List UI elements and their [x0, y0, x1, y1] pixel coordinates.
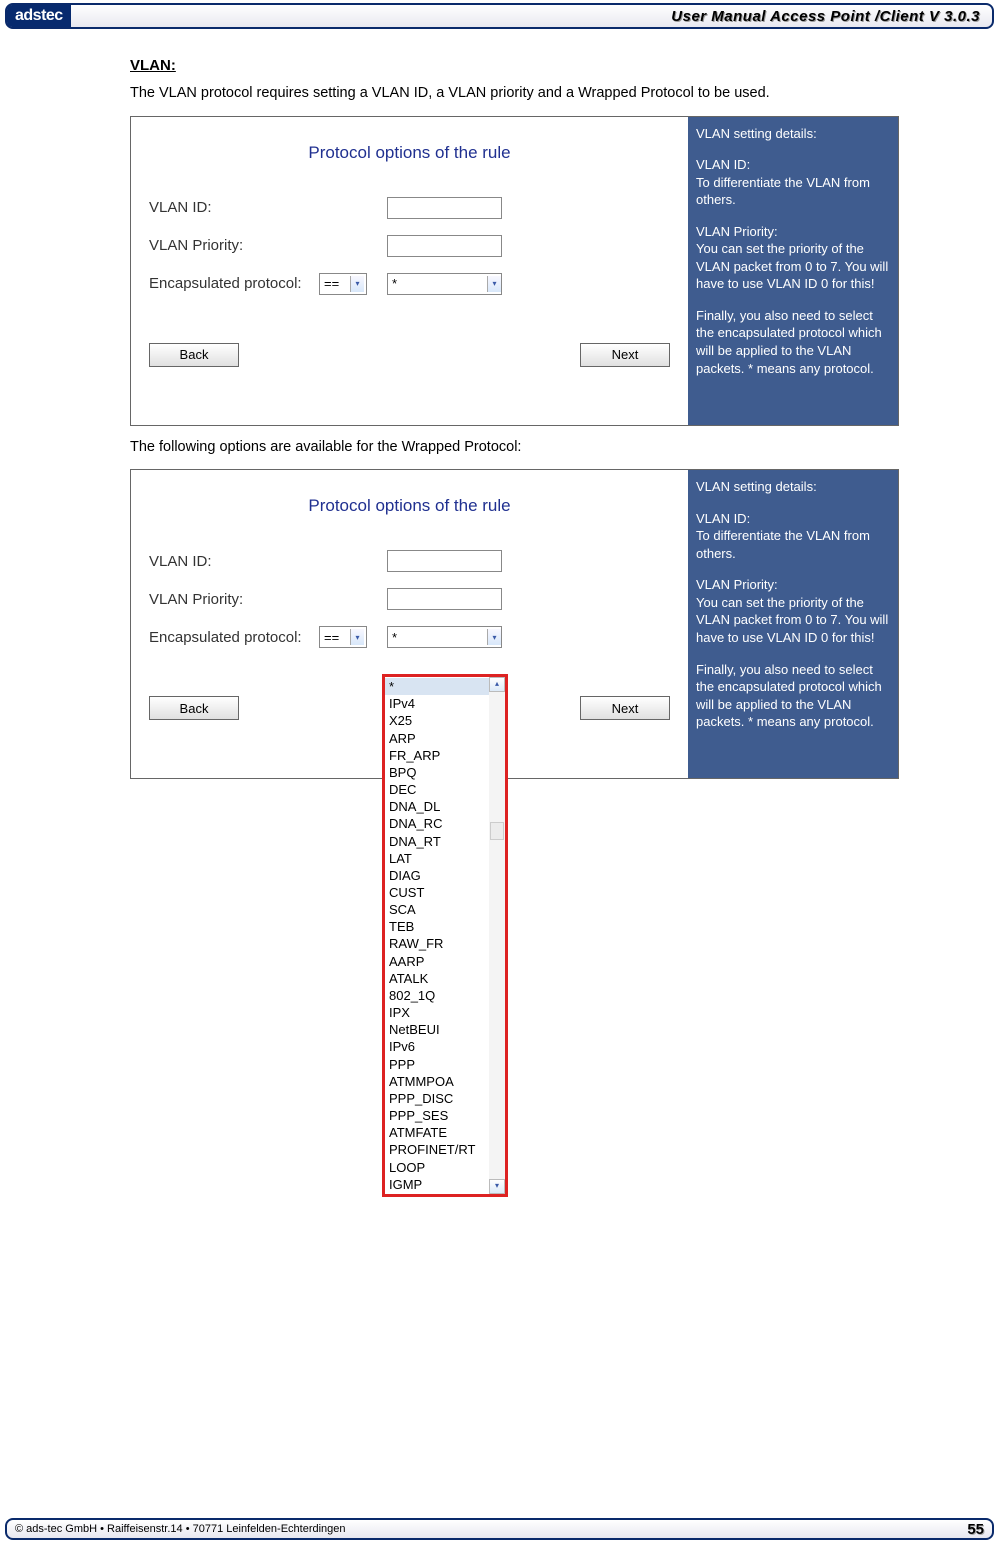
protocol-option[interactable]: CUST: [385, 884, 489, 901]
protocol-option[interactable]: DNA_DL: [385, 798, 489, 815]
ss1-form-area: Protocol options of the rule VLAN ID: VL…: [131, 117, 688, 425]
protocol-option[interactable]: IPv6: [385, 1038, 489, 1055]
help-priority: VLAN Priority:You can set the priority o…: [696, 576, 890, 646]
ss1-help-panel: VLAN setting details: VLAN ID:To differe…: [688, 117, 898, 425]
mid-text: The following options are available for …: [130, 438, 899, 458]
chevron-down-icon: ▾: [487, 629, 501, 645]
protocol-select[interactable]: * ▾: [387, 626, 502, 648]
next-button[interactable]: Next: [580, 696, 670, 720]
help-priority: VLAN Priority:You can set the priority o…: [696, 223, 890, 293]
protocol-option[interactable]: ATMMPOA: [385, 1073, 489, 1090]
protocol-option[interactable]: SCA: [385, 901, 489, 918]
section-heading: VLAN:: [130, 57, 899, 74]
vlan-priority-label: VLAN Priority:: [149, 237, 319, 254]
operator-value: ==: [324, 630, 339, 645]
page-number: 55: [967, 1521, 984, 1538]
help-heading: VLAN setting details:: [696, 125, 890, 143]
back-button[interactable]: Back: [149, 696, 239, 720]
protocol-select[interactable]: * ▾: [387, 273, 502, 295]
protocol-option[interactable]: PPP_SES: [385, 1107, 489, 1124]
protocol-option[interactable]: X25: [385, 712, 489, 729]
vlan-priority-label: VLAN Priority:: [149, 591, 319, 608]
header-bar: adstec User Manual Access Point /Client …: [5, 3, 994, 29]
vlan-id-label: VLAN ID:: [149, 199, 319, 216]
encapsulated-label: Encapsulated protocol:: [149, 275, 319, 292]
operator-select[interactable]: == ▾: [319, 273, 367, 295]
protocol-option[interactable]: IPv4: [385, 695, 489, 712]
vlan-id-label: VLAN ID:: [149, 553, 319, 570]
vlan-id-input[interactable]: [387, 197, 502, 219]
help-encaps: Finally, you also need to select the enc…: [696, 661, 890, 731]
protocol-option[interactable]: DNA_RC: [385, 815, 489, 832]
chevron-down-icon: ▾: [350, 276, 364, 292]
protocol-option[interactable]: PPP: [385, 1056, 489, 1073]
protocol-dropdown-list[interactable]: *IPv4X25ARPFR_ARPBPQDECDNA_DLDNA_RCDNA_R…: [382, 674, 508, 1197]
protocol-option[interactable]: DEC: [385, 781, 489, 798]
vlan-id-input[interactable]: [387, 550, 502, 572]
chevron-down-icon: ▾: [487, 276, 501, 292]
protocol-option[interactable]: 802_1Q: [385, 987, 489, 1004]
protocol-option[interactable]: LOOP: [385, 1159, 489, 1176]
help-encaps: Finally, you also need to select the enc…: [696, 307, 890, 377]
vlan-priority-input[interactable]: [387, 235, 502, 257]
protocol-option[interactable]: PROFINET/RT: [385, 1141, 489, 1158]
help-vlanid: VLAN ID:To differentiate the VLAN from o…: [696, 510, 890, 563]
vlan-priority-input[interactable]: [387, 588, 502, 610]
copyright-text: © ads-tec GmbH • Raiffeisenstr.14 • 7077…: [15, 1523, 346, 1535]
ss2-help-panel: VLAN setting details: VLAN ID:To differe…: [688, 470, 898, 778]
protocol-option[interactable]: IPX: [385, 1004, 489, 1021]
encapsulated-label: Encapsulated protocol:: [149, 629, 319, 646]
scroll-down-icon[interactable]: ▾: [489, 1179, 505, 1194]
operator-select[interactable]: == ▾: [319, 626, 367, 648]
screenshot-1: Protocol options of the rule VLAN ID: VL…: [130, 116, 899, 426]
protocol-option[interactable]: DNA_RT: [385, 833, 489, 850]
protocol-option[interactable]: PPP_DISC: [385, 1090, 489, 1107]
help-heading: VLAN setting details:: [696, 478, 890, 496]
header-title: User Manual Access Point /Client V 3.0.3: [71, 8, 992, 25]
dropdown-scrollbar[interactable]: ▴ ▾: [489, 677, 505, 1194]
page-content: VLAN: The VLAN protocol requires setting…: [0, 29, 999, 779]
protocol-option[interactable]: *: [385, 678, 489, 695]
operator-value: ==: [324, 276, 339, 291]
footer-bar: © ads-tec GmbH • Raiffeisenstr.14 • 7077…: [5, 1518, 994, 1540]
ss2-title: Protocol options of the rule: [149, 496, 670, 516]
protocol-value: *: [392, 630, 397, 645]
ss1-title: Protocol options of the rule: [149, 143, 670, 163]
scroll-up-icon[interactable]: ▴: [489, 677, 505, 692]
logo: adstec: [7, 5, 71, 27]
protocol-option[interactable]: LAT: [385, 850, 489, 867]
screenshot-2: Protocol options of the rule VLAN ID: VL…: [130, 469, 899, 779]
protocol-option[interactable]: ATALK: [385, 970, 489, 987]
help-vlanid: VLAN ID:To differentiate the VLAN from o…: [696, 156, 890, 209]
intro-text: The VLAN protocol requires setting a VLA…: [130, 84, 899, 104]
back-button[interactable]: Back: [149, 343, 239, 367]
protocol-option[interactable]: IGMP: [385, 1176, 489, 1193]
protocol-option[interactable]: FR_ARP: [385, 747, 489, 764]
protocol-option[interactable]: ARP: [385, 730, 489, 747]
protocol-option[interactable]: ATMFATE: [385, 1124, 489, 1141]
protocol-option[interactable]: TEB: [385, 918, 489, 935]
protocol-option[interactable]: RAW_FR: [385, 935, 489, 952]
next-button[interactable]: Next: [580, 343, 670, 367]
protocol-option[interactable]: AARP: [385, 953, 489, 970]
protocol-option[interactable]: NetBEUI: [385, 1021, 489, 1038]
protocol-option[interactable]: DIAG: [385, 867, 489, 884]
chevron-down-icon: ▾: [350, 629, 364, 645]
protocol-option[interactable]: BPQ: [385, 764, 489, 781]
protocol-value: *: [392, 276, 397, 291]
